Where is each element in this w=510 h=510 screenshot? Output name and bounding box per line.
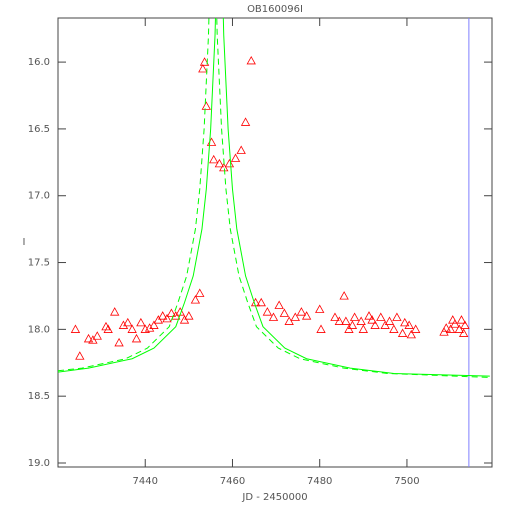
data-point	[190, 295, 201, 304]
data-point	[448, 315, 458, 324]
data-point	[123, 317, 133, 327]
data-point	[92, 331, 102, 340]
data-point	[397, 328, 408, 337]
data-point	[166, 308, 177, 317]
data-point	[224, 158, 235, 168]
data-point	[315, 304, 325, 313]
data-point	[290, 312, 300, 321]
data-point	[214, 158, 225, 168]
chart-title: OB160096I	[247, 4, 303, 15]
data-point	[284, 316, 294, 325]
data-point	[153, 315, 164, 324]
data-point	[450, 319, 460, 328]
data-point	[236, 145, 246, 154]
data-point	[206, 137, 217, 146]
data-point	[195, 288, 205, 297]
y-tick-label: 17.5	[28, 258, 50, 269]
data-point	[367, 315, 377, 324]
data-point	[347, 320, 358, 329]
data-point	[103, 324, 113, 333]
data-point	[349, 312, 360, 321]
data-point	[230, 153, 241, 162]
data-point	[136, 317, 146, 327]
y-tick-label: 16.0	[28, 57, 50, 68]
x-tick-label: 7460	[220, 476, 245, 487]
data-point	[404, 320, 414, 329]
data-point	[364, 311, 374, 320]
data-point	[439, 327, 449, 336]
data-point	[127, 324, 137, 333]
data-point	[376, 312, 386, 321]
data-point	[179, 315, 190, 324]
data-point	[384, 316, 395, 325]
y-tick-label: 18.5	[28, 391, 50, 402]
data-point	[268, 312, 279, 321]
plot-frame	[57, 17, 493, 468]
data-point	[370, 320, 380, 329]
data-point	[131, 333, 142, 343]
data-point	[441, 323, 451, 332]
data-point	[262, 307, 273, 316]
data-point	[184, 311, 194, 320]
data-point	[454, 324, 464, 333]
data-point	[334, 316, 345, 325]
data-point	[83, 333, 94, 343]
data-point	[246, 55, 256, 65]
data-point	[118, 320, 129, 329]
data-point	[341, 316, 351, 325]
data-point	[410, 324, 421, 333]
x-axis-label: JD - 2450000	[241, 492, 307, 503]
data-point	[456, 315, 467, 324]
data-point	[389, 324, 399, 333]
data-point	[279, 308, 290, 317]
data-point	[344, 324, 354, 333]
data-point	[114, 337, 124, 347]
x-tick-label: 7500	[394, 476, 419, 487]
x-tick-label: 7480	[307, 476, 332, 487]
data-point	[274, 300, 284, 309]
data-point	[88, 335, 98, 344]
data-point	[199, 57, 210, 66]
y-tick-label: 17.0	[28, 191, 50, 202]
data-point	[380, 320, 390, 329]
data-point	[75, 351, 85, 360]
plot-area	[58, 18, 490, 467]
data-point	[445, 324, 456, 333]
data-point	[149, 320, 159, 329]
data-point	[209, 154, 219, 164]
data-point	[158, 311, 168, 320]
data-point	[219, 162, 229, 172]
data-point	[400, 317, 410, 327]
data-point	[460, 320, 470, 329]
data-point	[339, 291, 349, 300]
data-point	[198, 63, 208, 73]
data-point	[301, 311, 312, 320]
data-point	[356, 316, 366, 325]
data-point	[256, 297, 266, 307]
data-point	[144, 323, 155, 332]
data-point	[240, 117, 251, 126]
x-tick-label: 7440	[133, 476, 158, 487]
y-tick-label: 19.0	[28, 458, 50, 469]
data-point	[70, 324, 81, 333]
y-axis-label: I	[23, 237, 26, 248]
data-point	[250, 297, 261, 307]
data-point	[296, 307, 307, 316]
data-point	[316, 324, 326, 333]
model-curve	[58, 18, 490, 377]
y-tick-label: 16.5	[28, 124, 50, 135]
data-point	[458, 328, 469, 337]
data-point	[406, 329, 416, 339]
data-point	[392, 312, 402, 321]
data-point	[110, 307, 120, 316]
data-point	[162, 313, 172, 323]
y-tick-label: 18.0	[28, 324, 50, 335]
data-point	[358, 324, 369, 333]
data-point	[201, 101, 211, 110]
data-point	[330, 312, 340, 321]
